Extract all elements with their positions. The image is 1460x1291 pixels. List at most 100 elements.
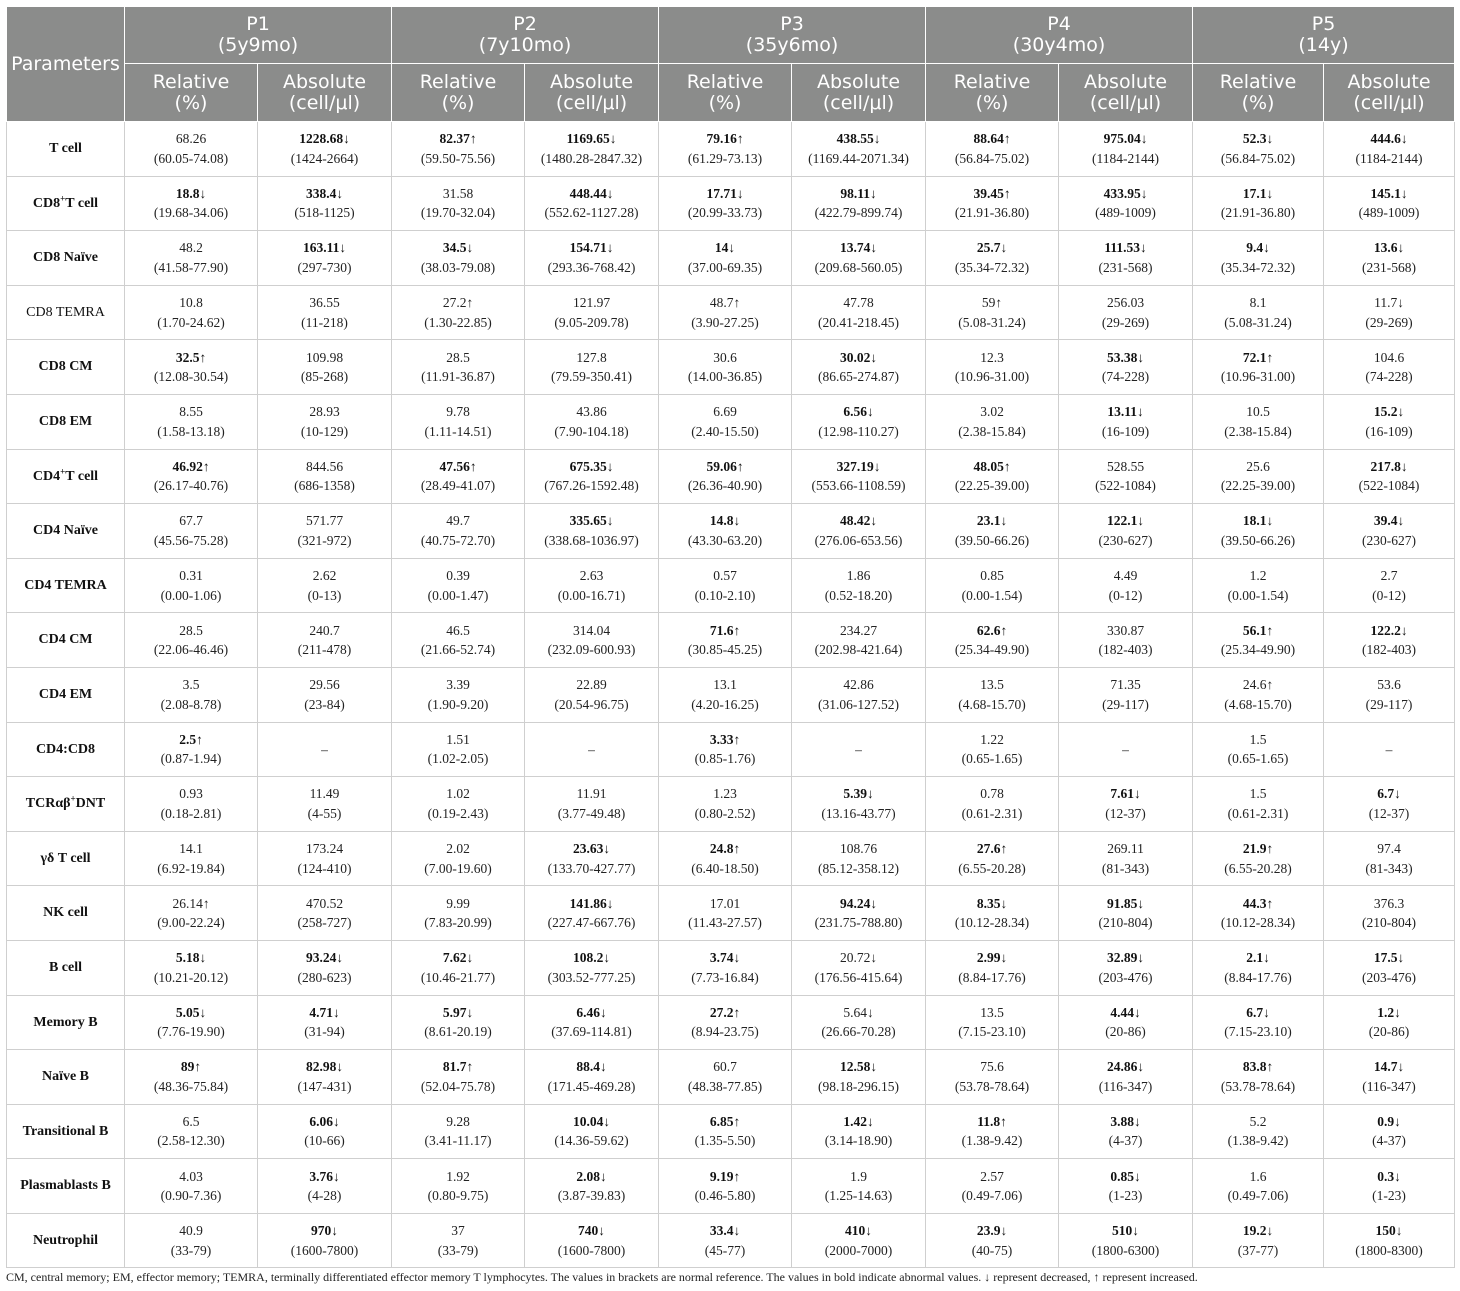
absolute-value-cell: 1.9 (1.25-14.63) <box>791 1158 927 1214</box>
parameter-label: NK cell <box>43 905 88 921</box>
reference-range: (0.49-7.06) <box>1227 1188 1289 1204</box>
relative-value-cell: 46.5 (21.66-52.74) <box>391 612 526 668</box>
relative-column-header: Relative (%) <box>658 63 793 122</box>
measured-value: 108.2↓ <box>572 950 611 966</box>
reference-range: (10-129) <box>300 423 349 439</box>
patient-name: P4 <box>1047 13 1071 35</box>
measured-value: 37 <box>451 1223 465 1239</box>
absolute-column-header: Absolute (cell/μl) <box>524 63 660 122</box>
parameter-name: CD8 CM <box>6 339 125 395</box>
reference-range: (147-431) <box>297 1078 352 1094</box>
relative-value-cell: 18.8↓ (19.68-34.06) <box>124 175 258 232</box>
measured-value: 68.26 <box>175 131 207 147</box>
measured-value: 2.57 <box>980 1168 1004 1184</box>
measured-value: 75.6 <box>980 1059 1004 1075</box>
measured-value: 4.71↓ <box>309 1004 340 1020</box>
measured-value: 11.49 <box>309 786 340 802</box>
absolute-value-cell: 53.6 (29-117) <box>1323 666 1456 723</box>
absolute-value-cell: 6.06↓ (10-66) <box>256 1103 393 1160</box>
absolute-unit: (cell/μl) <box>1089 91 1162 114</box>
relative-value-cell: 44.3↑ (10.12-28.34) <box>1192 885 1325 941</box>
absolute-value-cell: 109.98 (85-268) <box>256 339 393 395</box>
reference-range: (6.40-18.50) <box>691 860 759 876</box>
measured-value: – <box>1385 741 1393 757</box>
table-header: Parameters P1 (5y9mo) P2 (7y10mo) P3 (35y6m… <box>6 6 1456 122</box>
reference-range: (0.46-5.80) <box>694 1188 756 1204</box>
absolute-value-cell: 108.2↓ (303.52-777.25) <box>524 939 660 996</box>
reference-range: (74-228) <box>1365 369 1413 385</box>
measured-value: 25.6 <box>1246 458 1270 474</box>
absolute-value-cell: 256.03 (29-269) <box>1058 284 1194 341</box>
reference-range: (10.21-20.12) <box>153 969 229 985</box>
table-row: CD8+T cell 18.8↓ (19.68-34.06) 338.4↓ (518-1… <box>6 175 1456 232</box>
absolute-value-cell: 20.72↓ (176.56-415.64) <box>791 939 927 996</box>
reference-range: (0.00-1.06) <box>160 587 222 603</box>
reference-range: (1480.28-2847.32) <box>540 150 643 166</box>
measured-value: 1.2 <box>1249 568 1267 584</box>
measured-value: 46.5 <box>446 622 470 638</box>
reference-range: (19.68-34.06) <box>153 205 229 221</box>
table-row: CD4 CM 28.5 (22.06-46.46) 240.7 (211-478) 46.… <box>6 612 1456 668</box>
absolute-value-cell: 111.53↓ (231-568) <box>1058 230 1194 286</box>
absolute-value-cell: 571.77 (321-972) <box>256 503 393 559</box>
table-row: CD8 CM 32.5↑ (12.08-30.54) 109.98 (85-268) 28… <box>6 339 1456 395</box>
measured-value: 122.2↓ <box>1370 622 1408 638</box>
absolute-value-cell: 410↓ (2000-7000) <box>791 1212 927 1269</box>
reference-range: (210-804) <box>1362 915 1417 931</box>
relative-value-cell: 17.71↓ (20.99-33.73) <box>658 175 793 232</box>
measured-value: 234.27 <box>839 622 878 638</box>
absolute-value-cell: 330.87 (182-403) <box>1058 612 1194 668</box>
absolute-value-cell: 975.04↓ (1184-2144) <box>1058 121 1194 177</box>
reference-range: (52.04-75.78) <box>420 1078 496 1094</box>
reference-range: (489-1009) <box>1358 205 1420 221</box>
measured-value: 48.2 <box>179 240 203 256</box>
absolute-value-cell: 0.9↓ (4-37) <box>1323 1103 1456 1160</box>
relative-value-cell: 13.5 (7.15-23.10) <box>925 994 1060 1051</box>
absolute-value-cell: 844.56 (686-1358) <box>256 448 393 505</box>
measured-value: 108.76 <box>839 841 878 857</box>
reference-range: (56.84-75.02) <box>1220 150 1296 166</box>
absolute-value-cell: 14.7↓ (116-347) <box>1323 1049 1456 1105</box>
measured-value: 6.7↓ <box>1246 1004 1270 1020</box>
measured-value: 8.1 <box>1249 295 1267 311</box>
relative-value-cell: 28.5 (11.91-36.87) <box>391 339 526 395</box>
measured-value: 12.58↓ <box>839 1059 878 1075</box>
measured-value: 9.78 <box>446 404 470 420</box>
relative-value-cell: 14↓ (37.00-69.35) <box>658 230 793 286</box>
absolute-value-cell: 335.65↓ (338.68-1036.97) <box>524 503 660 559</box>
measured-value: 740↓ <box>578 1223 606 1239</box>
absolute-label: Absolute <box>816 70 901 93</box>
measured-value: 11.91 <box>576 786 607 802</box>
table-row: Memory B 5.05↓ (7.76-19.90) 4.71↓ (31-94) 5.9… <box>6 994 1456 1051</box>
measured-value: 7.62↓ <box>442 950 474 966</box>
relative-value-cell: 6.5 (2.58-12.30) <box>124 1103 258 1160</box>
relative-value-cell: 14.1 (6.92-19.84) <box>124 830 258 887</box>
measured-value: 1.22 <box>980 731 1004 747</box>
reference-range: (1.11-14.51) <box>424 423 492 439</box>
absolute-value-cell: 108.76 (85.12-358.12) <box>791 830 927 887</box>
relative-value-cell: 79.16↑ (61.29-73.13) <box>658 121 793 177</box>
reference-range: (7.83-20.99) <box>424 915 492 931</box>
measured-value: 111.53↓ <box>1104 240 1147 256</box>
measured-value: 4.03 <box>179 1168 203 1184</box>
absolute-column-header: Absolute (cell/μl) <box>1323 63 1456 122</box>
reference-range: (489-1009) <box>1095 205 1156 221</box>
relative-value-cell: 48.2 (41.58-77.90) <box>124 230 258 286</box>
reference-range: (4.68-15.70) <box>1224 696 1292 712</box>
patient-header: P2 (7y10mo) <box>391 6 660 64</box>
reference-range: (16-109) <box>1101 423 1150 439</box>
reference-range: (10.96-31.00) <box>954 369 1030 385</box>
measured-value: 675.35↓ <box>569 458 614 474</box>
absolute-value-cell: 53.38↓ (74-228) <box>1058 339 1194 395</box>
reference-range: (124-410) <box>297 860 352 876</box>
relative-value-cell: 23.1↓ (39.50-66.26) <box>925 503 1060 559</box>
relative-value-cell: 27.2↑ (1.30-22.85) <box>391 284 526 341</box>
parameter-label: B cell <box>48 959 83 975</box>
reference-range: (29-269) <box>1365 314 1413 330</box>
measured-value: 163.11↓ <box>302 240 347 256</box>
absolute-value-cell: 2.63 (0.00-16.71) <box>524 557 660 614</box>
relative-value-cell: 1.23 (0.80-2.52) <box>658 776 793 832</box>
reference-range: (33-79) <box>170 1242 212 1258</box>
reference-range: (176.56-415.64) <box>814 969 903 985</box>
parameter-suffix: DNT <box>75 796 106 812</box>
